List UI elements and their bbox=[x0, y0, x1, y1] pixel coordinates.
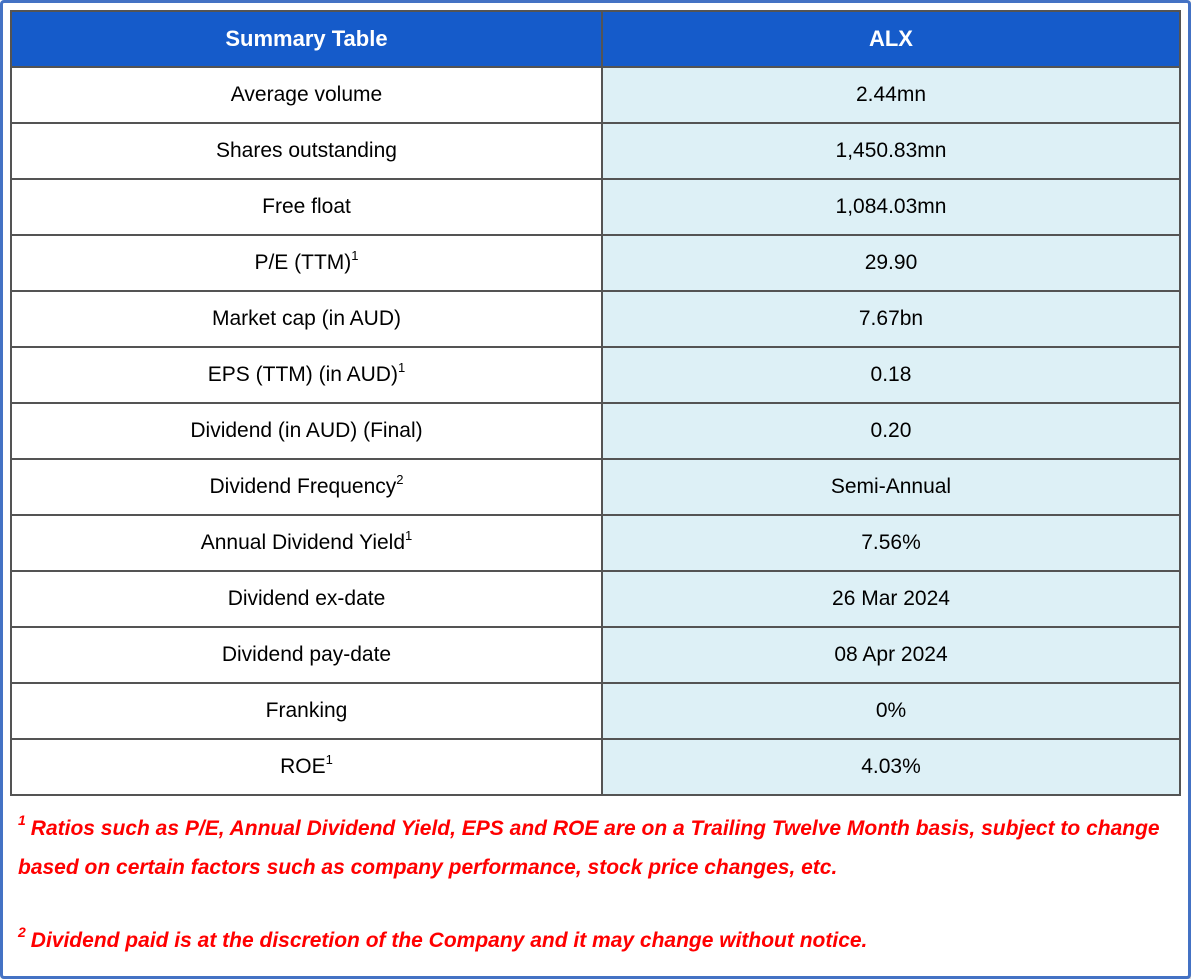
footnote-1: 1 Ratios such as P/E, Annual Dividend Yie… bbox=[18, 810, 1163, 888]
metric-value: 08 Apr 2024 bbox=[600, 626, 1182, 684]
footnote-2: 2 Dividend paid is at the discretion of t… bbox=[18, 922, 1163, 961]
footnote-2-marker: 2 bbox=[18, 923, 26, 940]
header-cell-summary-table: Summary Table bbox=[10, 10, 603, 68]
metric-value: 26 Mar 2024 bbox=[600, 570, 1182, 628]
metric-label: Dividend Frequency2 bbox=[10, 458, 603, 516]
table-row: Franking 0% bbox=[10, 682, 1182, 740]
metric-value: 0% bbox=[600, 682, 1182, 740]
table-row: EPS (TTM) (in AUD)1 0.18 bbox=[10, 346, 1182, 404]
table-row: Shares outstanding 1,450.83mn bbox=[10, 122, 1182, 180]
metric-label: ROE1 bbox=[10, 738, 603, 796]
footnote-2-text: Dividend paid is at the discretion of th… bbox=[30, 928, 868, 952]
metric-label: Market cap (in AUD) bbox=[10, 290, 603, 348]
metric-value: 1,084.03mn bbox=[600, 178, 1182, 236]
metric-value: 0.18 bbox=[600, 346, 1182, 404]
table-row: Free float 1,084.03mn bbox=[10, 178, 1182, 236]
table-row: Annual Dividend Yield1 7.56% bbox=[10, 514, 1182, 572]
table-row: Dividend (in AUD) (Final) 0.20 bbox=[10, 402, 1182, 460]
metric-value: 2.44mn bbox=[600, 66, 1182, 124]
table-row: ROE1 4.03% bbox=[10, 738, 1182, 796]
metric-label: Free float bbox=[10, 178, 603, 236]
metric-value: Semi-Annual bbox=[600, 458, 1182, 516]
table-row: Average volume 2.44mn bbox=[10, 66, 1182, 124]
summary-table: Summary Table ALX Average volume 2.44mn Sh… bbox=[10, 10, 1182, 796]
metric-label: EPS (TTM) (in AUD)1 bbox=[10, 346, 603, 404]
metric-label: Dividend ex-date bbox=[10, 570, 603, 628]
footnote-marker: 2 bbox=[396, 472, 404, 487]
metric-value: 7.67bn bbox=[600, 290, 1182, 348]
table-row: Market cap (in AUD) 7.67bn bbox=[10, 290, 1182, 348]
metric-value: 1,450.83mn bbox=[600, 122, 1182, 180]
footnote-marker: 1 bbox=[325, 752, 333, 767]
table-head: Summary Table ALX bbox=[10, 10, 1182, 68]
metric-label: Average volume bbox=[10, 66, 603, 124]
footnote-marker: 1 bbox=[397, 360, 406, 375]
metric-label: Dividend (in AUD) (Final) bbox=[10, 402, 603, 460]
footnote-1-marker: 1 bbox=[18, 812, 26, 828]
table-row: Dividend ex-date 26 Mar 2024 bbox=[10, 570, 1182, 628]
metric-label: Dividend pay-date bbox=[10, 626, 603, 684]
metric-value: 0.20 bbox=[600, 402, 1182, 460]
metric-value: 7.56% bbox=[600, 514, 1182, 572]
metric-label: Annual Dividend Yield1 bbox=[10, 514, 603, 572]
footnote-1-text: Ratios such as P/E, Annual Dividend Yiel… bbox=[18, 817, 1160, 879]
footnote-marker: 1 bbox=[405, 528, 413, 543]
footnote-marker: 1 bbox=[351, 248, 359, 263]
metric-value: 29.90 bbox=[600, 234, 1182, 292]
summary-table-body: Average volume 2.44mn Shares outstanding 1,… bbox=[10, 66, 1182, 796]
metric-label: Shares outstanding bbox=[10, 122, 603, 180]
header-row: Summary Table ALX bbox=[10, 10, 1182, 68]
table-row: Dividend Frequency2 Semi-Annual bbox=[10, 458, 1182, 516]
header-cell-ticker: ALX bbox=[600, 10, 1182, 68]
metric-label: P/E (TTM)1 bbox=[10, 234, 603, 292]
table-row: Dividend pay-date 08 Apr 2024 bbox=[10, 626, 1182, 684]
table-row: P/E (TTM)1 29.90 bbox=[10, 234, 1182, 292]
metric-value: 4.03% bbox=[600, 738, 1182, 796]
metric-label: Franking bbox=[10, 682, 603, 740]
footnotes: 1 Ratios such as P/E, Annual Dividend Yie… bbox=[10, 796, 1181, 961]
